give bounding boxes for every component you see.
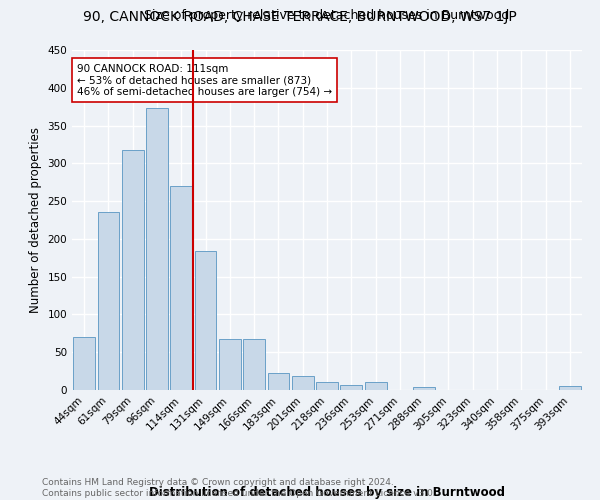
Y-axis label: Number of detached properties: Number of detached properties bbox=[29, 127, 42, 313]
Bar bbox=[268, 374, 289, 390]
Bar bbox=[243, 338, 265, 390]
Text: Contains HM Land Registry data © Crown copyright and database right 2024.
Contai: Contains HM Land Registry data © Crown c… bbox=[42, 478, 436, 498]
Bar bbox=[73, 337, 95, 390]
Bar bbox=[316, 382, 338, 390]
Bar bbox=[365, 382, 386, 390]
Bar bbox=[170, 186, 192, 390]
Text: 90 CANNOCK ROAD: 111sqm
← 53% of detached houses are smaller (873)
46% of semi-d: 90 CANNOCK ROAD: 111sqm ← 53% of detache… bbox=[77, 64, 332, 97]
Title: Size of property relative to detached houses in Burntwood: Size of property relative to detached ho… bbox=[145, 10, 509, 22]
Bar bbox=[219, 340, 241, 390]
Bar bbox=[340, 384, 362, 390]
Bar bbox=[559, 386, 581, 390]
Text: 90, CANNOCK ROAD, CHASE TERRACE, BURNTWOOD, WS7 1JP: 90, CANNOCK ROAD, CHASE TERRACE, BURNTWO… bbox=[83, 10, 517, 24]
Bar bbox=[146, 108, 168, 390]
Bar bbox=[413, 387, 435, 390]
Bar bbox=[97, 212, 119, 390]
Bar bbox=[292, 376, 314, 390]
Text: Distribution of detached houses by size in Burntwood: Distribution of detached houses by size … bbox=[149, 486, 505, 499]
Bar bbox=[122, 150, 143, 390]
Bar bbox=[194, 251, 217, 390]
